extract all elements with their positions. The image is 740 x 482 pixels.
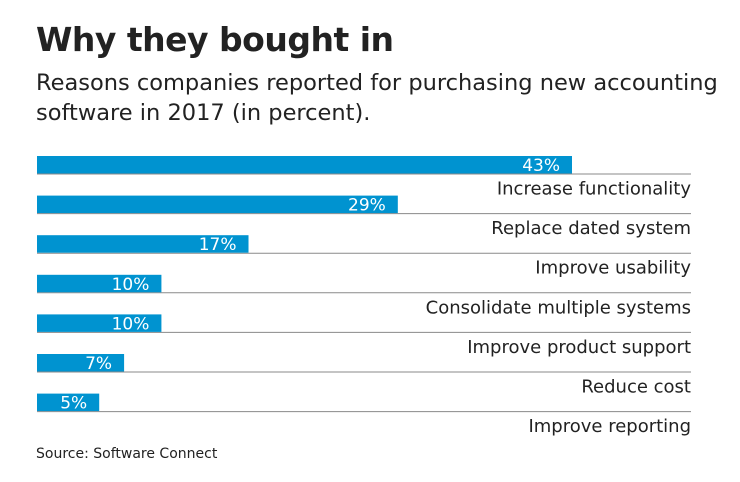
bar xyxy=(37,195,398,214)
bar xyxy=(37,354,125,372)
source-note: Source: Software Connect xyxy=(36,446,218,462)
category-label: Improve usability xyxy=(535,258,691,279)
bar xyxy=(37,156,572,174)
category-label: Consolidate multiple systems xyxy=(426,297,691,318)
chart-subtitle: Reasons companies reported for purchasin… xyxy=(36,70,718,126)
data-label: 10% xyxy=(112,275,150,295)
data-label: 10% xyxy=(112,314,150,334)
data-label: 29% xyxy=(348,196,386,216)
bar xyxy=(37,274,162,293)
data-label: 43% xyxy=(522,156,560,176)
category-label: Increase functionality xyxy=(497,179,692,200)
category-label: Improve reporting xyxy=(528,416,691,437)
category-label: Reduce cost xyxy=(581,377,691,398)
chart-title: Why they bought in xyxy=(36,20,394,59)
category-label: Improve product support xyxy=(467,337,691,358)
bar xyxy=(37,314,162,332)
bar xyxy=(37,393,100,412)
data-label: 17% xyxy=(199,235,237,255)
category-label: Replace dated system xyxy=(491,218,691,239)
data-label: 5% xyxy=(60,394,87,414)
data-label: 7% xyxy=(85,354,112,374)
bar xyxy=(37,235,249,253)
